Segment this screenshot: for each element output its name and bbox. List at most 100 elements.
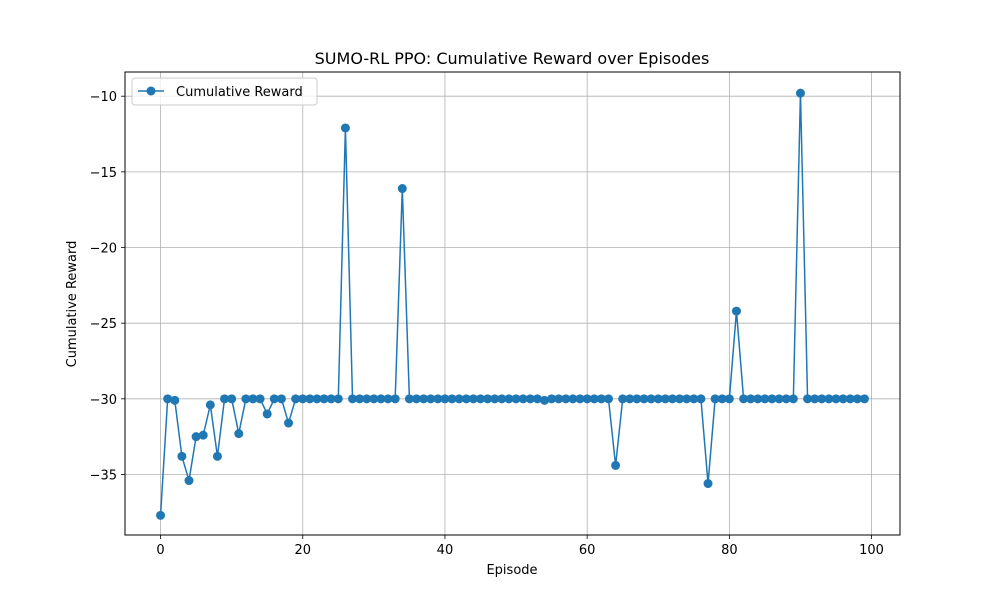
data-point	[788, 394, 798, 404]
data-point	[177, 451, 187, 461]
data-point	[525, 394, 535, 404]
data-point	[760, 394, 770, 404]
y-tick-label: −35	[90, 468, 117, 483]
data-point	[227, 394, 237, 404]
chart-title: SUMO-RL PPO: Cumulative Reward over Epis…	[315, 49, 710, 68]
data-point	[333, 394, 343, 404]
legend: Cumulative Reward	[131, 77, 318, 106]
data-point	[234, 429, 244, 439]
data-point	[376, 394, 386, 404]
data-point	[824, 394, 834, 404]
data-point	[625, 394, 635, 404]
data-point	[589, 394, 599, 404]
data-point	[319, 394, 329, 404]
data-point	[269, 394, 279, 404]
x-tick-label: 60	[579, 543, 596, 558]
data-point	[326, 394, 336, 404]
data-point	[397, 184, 407, 194]
data-point	[298, 394, 308, 404]
data-point	[603, 394, 613, 404]
data-point	[305, 394, 315, 404]
data-point	[355, 394, 365, 404]
data-point	[511, 394, 521, 404]
x-tick-label: 40	[437, 543, 454, 558]
data-point	[767, 394, 777, 404]
data-point	[803, 394, 813, 404]
data-point	[539, 395, 549, 405]
data-point	[817, 394, 827, 404]
data-point	[646, 394, 656, 404]
data-point	[184, 476, 194, 486]
data-point	[660, 394, 670, 404]
data-point	[426, 394, 436, 404]
data-point	[781, 394, 791, 404]
data-point	[703, 479, 713, 489]
data-point	[468, 394, 478, 404]
data-point	[447, 394, 457, 404]
data-point	[284, 418, 294, 428]
legend-label: Cumulative Reward	[176, 85, 303, 100]
x-tick-label: 100	[859, 543, 884, 558]
data-point	[724, 394, 734, 404]
data-point	[554, 394, 564, 404]
legend-marker	[146, 86, 156, 96]
data-point	[710, 394, 720, 404]
data-point	[454, 394, 464, 404]
x-tick-label: 0	[156, 543, 164, 558]
data-point	[810, 394, 820, 404]
data-point	[276, 394, 286, 404]
data-point	[568, 394, 578, 404]
data-point	[483, 394, 493, 404]
data-point	[241, 394, 251, 404]
data-point	[212, 451, 222, 461]
data-point	[632, 394, 642, 404]
data-point	[191, 432, 201, 442]
data-point	[340, 123, 350, 133]
y-tick-label: −15	[90, 166, 117, 181]
data-point	[667, 394, 677, 404]
data-point	[404, 394, 414, 404]
x-axis-label: Episode	[486, 563, 537, 578]
data-point	[582, 394, 592, 404]
data-point	[248, 394, 258, 404]
data-point	[390, 394, 400, 404]
data-point	[490, 394, 500, 404]
data-point	[831, 394, 841, 404]
data-point	[717, 394, 727, 404]
data-point	[369, 394, 379, 404]
data-point	[774, 394, 784, 404]
data-point	[312, 394, 322, 404]
y-tick-label: −10	[90, 90, 117, 105]
data-point	[596, 394, 606, 404]
plot-frame	[124, 71, 901, 536]
data-point	[696, 394, 706, 404]
y-axis: −35 −30 −25 −20 −15 −10	[90, 90, 125, 483]
data-point	[675, 394, 685, 404]
series-layer	[156, 88, 869, 520]
data-point	[639, 394, 649, 404]
legend-box	[131, 77, 318, 106]
data-point	[220, 394, 230, 404]
data-point	[433, 394, 443, 404]
data-point	[518, 394, 528, 404]
data-point	[739, 394, 749, 404]
data-point	[746, 394, 756, 404]
y-tick-label: −20	[90, 242, 117, 257]
series-line	[159, 92, 865, 516]
data-point	[731, 306, 741, 316]
data-point	[262, 409, 272, 419]
data-point	[362, 394, 372, 404]
data-point	[419, 394, 429, 404]
data-point	[547, 394, 557, 404]
data-point	[561, 394, 571, 404]
data-point	[348, 394, 358, 404]
data-point	[412, 394, 422, 404]
data-point	[682, 394, 692, 404]
data-point	[440, 394, 450, 404]
data-point	[859, 394, 869, 404]
data-point	[532, 394, 542, 404]
y-tick-label: −25	[90, 317, 117, 332]
data-point	[497, 394, 507, 404]
data-point	[461, 394, 471, 404]
